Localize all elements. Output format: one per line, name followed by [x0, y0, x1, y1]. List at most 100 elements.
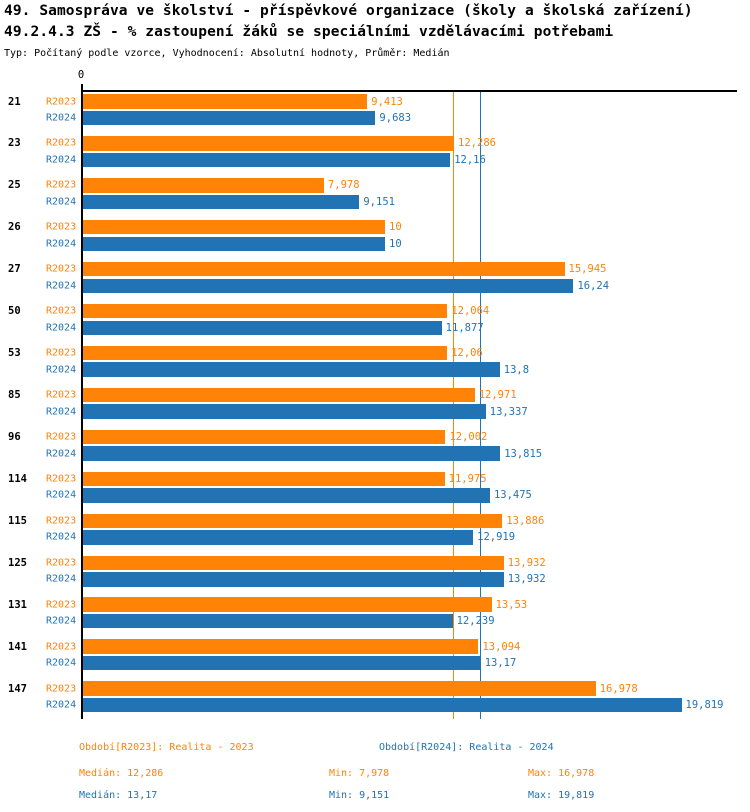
value-label-r2024-115: 12,919	[477, 531, 516, 544]
value-label-r2023-25: 7,978	[327, 179, 360, 192]
bar-r2023-27	[83, 262, 565, 277]
bar-r2023-96	[83, 429, 446, 445]
bar-r2024-114	[83, 488, 490, 503]
bar-r2023-115	[83, 513, 503, 528]
bar-r2024-26	[83, 236, 385, 252]
stat-max-r2023: Max: 16,978	[528, 768, 595, 779]
value-label-r2023-141: 13,094	[482, 640, 521, 653]
series-label-r2023: R2023	[46, 347, 77, 359]
page-title: 49. Samospráva ve školství - příspěvkové…	[4, 3, 693, 19]
category-label: 141	[8, 640, 27, 653]
x-axis-line	[81, 90, 737, 92]
category-label: 131	[8, 598, 27, 611]
bar-r2024-53	[83, 362, 500, 377]
value-label-r2024-85: 13,337	[489, 405, 528, 418]
category-label: 26	[8, 221, 21, 234]
series-label-r2024: R2024	[46, 448, 77, 460]
value-label-r2024-50: 11,877	[445, 321, 484, 334]
value-label-r2024-25: 9,151	[363, 195, 395, 208]
series-label-r2023: R2023	[46, 221, 77, 233]
series-label-r2024: R2024	[46, 657, 77, 669]
category-label: 21	[8, 95, 21, 108]
series-label-r2023: R2023	[46, 683, 77, 695]
series-label-r2023: R2023	[46, 557, 77, 569]
value-label-r2024-26: 10	[389, 237, 402, 250]
category-label: 85	[8, 389, 21, 401]
series-label-r2023: R2023	[46, 179, 77, 191]
bar-r2023-23	[83, 136, 455, 151]
series-label-r2023: R2023	[46, 641, 77, 653]
bar-r2023-53	[83, 345, 448, 361]
bar-r2024-147	[83, 697, 682, 713]
value-label-r2024-53: 13,8	[503, 363, 530, 376]
series-label-r2023: R2023	[46, 137, 77, 149]
series-label-r2024: R2024	[46, 531, 77, 543]
value-label-r2024-21: 9,683	[379, 112, 412, 125]
bar-r2023-26	[83, 220, 385, 235]
value-label-r2024-147: 19,819	[685, 699, 724, 712]
bar-r2024-27	[83, 278, 574, 293]
bar-r2023-25	[83, 178, 324, 193]
stat-median-r2023: Medián: 12,286	[79, 768, 164, 779]
bar-r2024-125	[83, 572, 504, 587]
value-label-r2024-114: 13,475	[493, 489, 532, 502]
value-label-r2023-114: 11,975	[448, 472, 487, 485]
stat-max-r2024: Max: 19,819	[528, 790, 595, 801]
bar-r2023-147	[83, 681, 596, 696]
x-axis-origin-label: 0	[77, 69, 85, 81]
series-label-r2024: R2024	[46, 196, 77, 208]
value-label-r2024-27: 16,24	[577, 279, 610, 292]
series-label-r2024: R2024	[46, 573, 77, 585]
series-label-r2023: R2023	[46, 599, 77, 611]
value-label-r2023-131: 13,53	[495, 598, 528, 611]
legend-r2024: Období[R2024]: Realita - 2024	[379, 742, 554, 753]
value-label-r2023-53: 12,06	[451, 347, 483, 360]
stat-min-r2023: Min: 7,978	[329, 768, 390, 779]
stat-median-r2024: Medián: 13,17	[79, 790, 158, 801]
bar-r2024-115	[83, 530, 474, 545]
chart-subtitle: Typ: Počítaný podle vzorce, Vyhodnocení:…	[4, 48, 450, 59]
value-label-r2023-85: 12,971	[478, 389, 517, 401]
legend-r2023: Období[R2023]: Realita - 2023	[79, 742, 254, 753]
value-label-r2024-23: 12,16	[454, 154, 486, 167]
category-label: 23	[8, 137, 21, 150]
value-label-r2023-115: 13,886	[506, 514, 545, 527]
value-label-r2023-50: 12,064	[451, 305, 490, 318]
series-label-r2024: R2024	[46, 112, 77, 124]
bar-r2024-131	[83, 614, 453, 629]
category-label: 27	[8, 263, 21, 276]
bar-r2023-141	[83, 639, 479, 654]
bar-r2023-85	[83, 387, 475, 403]
category-label: 147	[8, 682, 27, 695]
value-label-r2024-125: 13,932	[507, 573, 546, 586]
category-label: 50	[8, 305, 21, 318]
value-label-r2024-96: 13,815	[504, 447, 543, 460]
value-label-r2023-21: 9,413	[371, 95, 403, 108]
value-label-r2023-27: 15,945	[568, 263, 607, 276]
category-label: 114	[8, 472, 27, 485]
value-label-r2024-141: 13,17	[484, 657, 517, 670]
value-label-r2023-23: 12,286	[458, 137, 496, 150]
bar-r2023-21	[83, 94, 368, 109]
series-label-r2024: R2024	[46, 364, 77, 376]
bar-r2024-141	[83, 655, 481, 671]
category-label: 96	[8, 430, 21, 443]
bar-r2023-114	[83, 471, 445, 487]
series-label-r2024: R2024	[46, 154, 77, 166]
category-label: 125	[8, 556, 27, 569]
value-label-r2023-26: 10	[389, 221, 402, 234]
stat-min-r2024: Min: 9,151	[329, 790, 390, 801]
value-label-r2024-131: 12,239	[456, 615, 495, 628]
value-label-r2023-147: 16,978	[599, 682, 638, 695]
series-label-r2024: R2024	[46, 489, 77, 501]
bar-r2024-85	[83, 404, 486, 419]
series-label-r2023: R2023	[46, 473, 77, 485]
series-label-r2024: R2024	[46, 238, 77, 250]
chart-title: 49.2.4.3 ZŠ - % zastoupení žáků se speci…	[4, 24, 614, 40]
series-label-r2023: R2023	[46, 96, 77, 107]
series-label-r2023: R2023	[46, 305, 77, 317]
bar-r2023-125	[83, 555, 504, 570]
bar-r2024-21	[83, 110, 376, 126]
